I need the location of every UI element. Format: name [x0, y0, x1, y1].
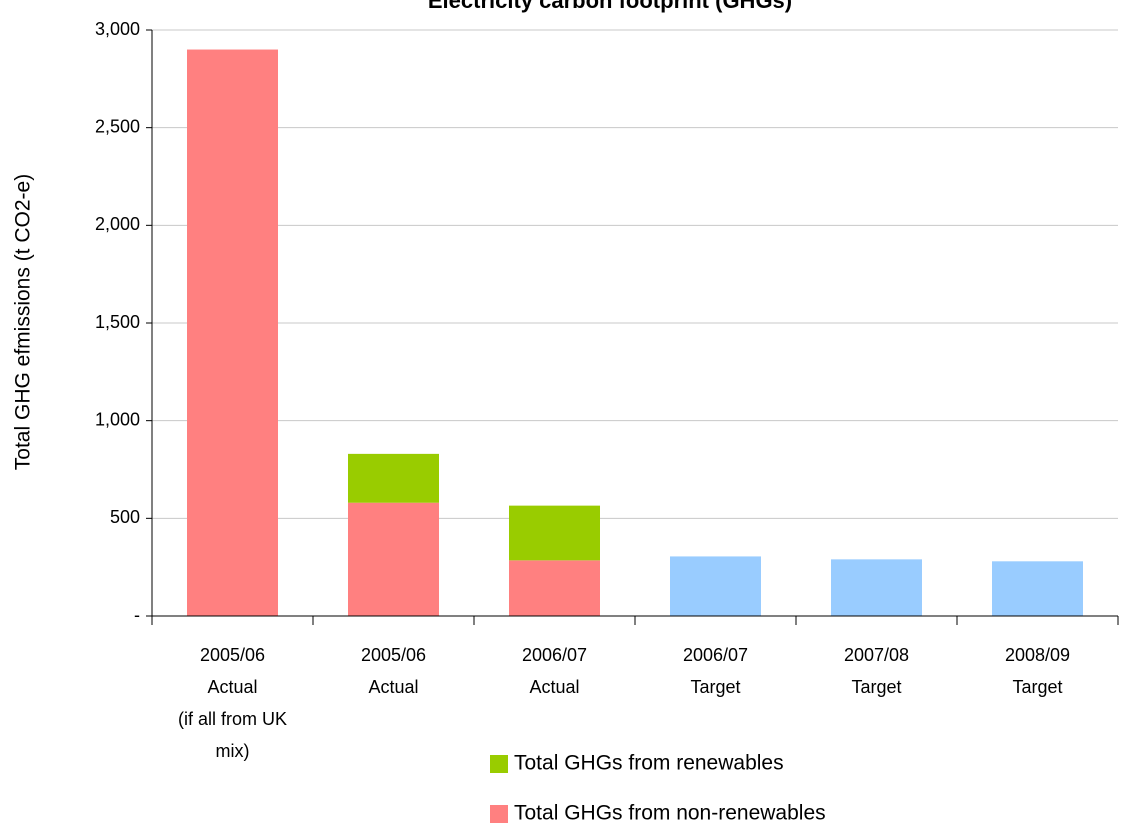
chart-title: Electricity carbon footprint (GHGs) [428, 0, 792, 13]
y-tick-label: 2,500 [95, 116, 140, 136]
y-tick-label: 1,500 [95, 312, 140, 332]
y-tick-label: 2,000 [95, 214, 140, 234]
legend-swatch [490, 755, 508, 773]
x-tick-label: 2005/06 [200, 645, 265, 665]
x-tick-label: Actual [529, 677, 579, 697]
bar [831, 559, 922, 616]
x-tick-label: 2005/06 [361, 645, 426, 665]
x-tick-label: 2008/09 [1005, 645, 1070, 665]
x-tick-label: 2006/07 [683, 645, 748, 665]
x-tick-label: Target [690, 677, 740, 697]
bar [348, 502, 439, 616]
legend-swatch [490, 805, 508, 823]
bar [670, 556, 761, 616]
x-tick-label: 2006/07 [522, 645, 587, 665]
bar [509, 505, 600, 561]
x-tick-label: Actual [207, 677, 257, 697]
legend-label: Total GHGs from renewables [514, 752, 784, 775]
y-tick-label: 500 [110, 507, 140, 527]
bar [509, 560, 600, 616]
x-tick-label: Target [851, 677, 901, 697]
bar [348, 453, 439, 503]
x-tick-label: Actual [368, 677, 418, 697]
y-tick-label: - [134, 605, 140, 625]
bar [992, 561, 1083, 616]
legend-label: Total GHGs from non-renewables [514, 802, 826, 825]
y-tick-label: 1,000 [95, 409, 140, 429]
x-tick-label: mix) [216, 741, 250, 761]
bar [187, 49, 278, 617]
y-axis-title: Total GHG efmissions (t CO2-e) [12, 174, 35, 470]
x-tick-label: Target [1012, 677, 1062, 697]
x-tick-label: (if all from UK [178, 709, 287, 729]
y-tick-label: 3,000 [95, 19, 140, 39]
x-tick-label: 2007/08 [844, 645, 909, 665]
